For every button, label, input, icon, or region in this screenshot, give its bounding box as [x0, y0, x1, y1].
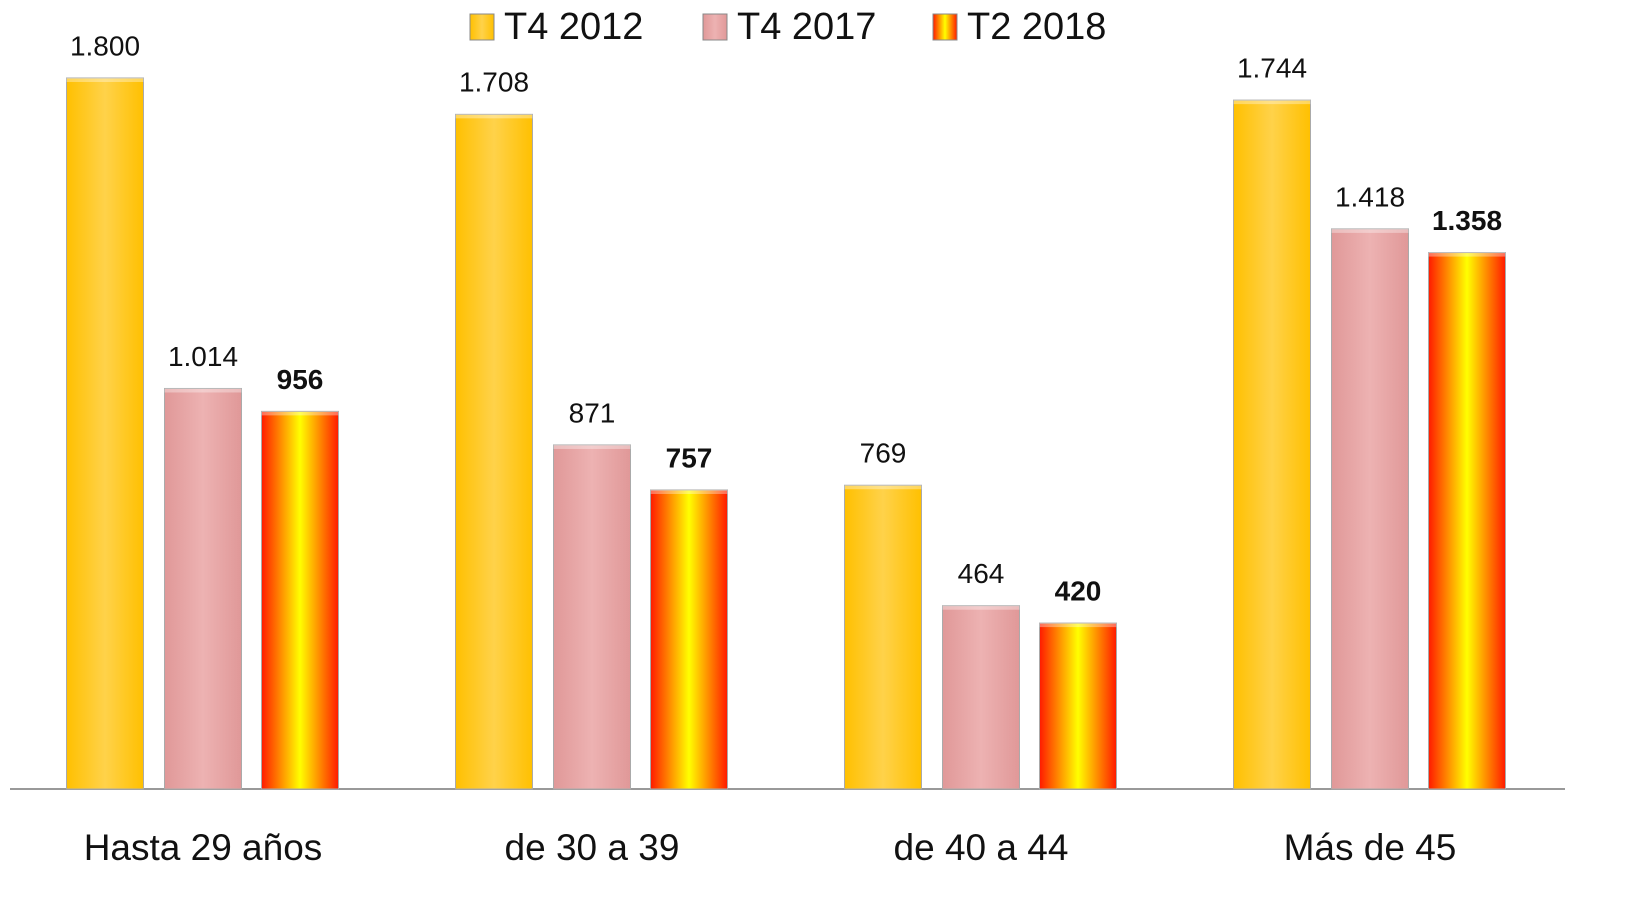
x-tick-label: de 40 a 44	[894, 827, 1069, 868]
bar	[553, 444, 631, 790]
x-tick-label: Más de 45	[1284, 827, 1457, 868]
value-label: 871	[569, 397, 616, 428]
bar-cap	[650, 489, 728, 494]
bar-cap	[1428, 252, 1506, 257]
bar	[942, 605, 1020, 790]
value-label: 1.418	[1335, 181, 1405, 212]
bar-cap	[1331, 228, 1409, 233]
legend-label: T4 2012	[504, 6, 643, 48]
bar	[261, 410, 339, 790]
bar-cap	[455, 114, 533, 119]
bar	[1233, 99, 1311, 790]
bar	[650, 489, 728, 790]
bar	[1331, 228, 1409, 790]
value-label: 420	[1055, 575, 1102, 606]
bar-cap	[1039, 623, 1117, 628]
bar-cap	[942, 605, 1020, 610]
value-label: 769	[860, 438, 907, 469]
bar	[164, 387, 242, 790]
value-label: 956	[277, 364, 324, 395]
x-tick-label: Hasta 29 años	[84, 827, 323, 868]
legend-swatch	[932, 13, 958, 41]
bar-cap	[844, 485, 922, 490]
value-label: 1.744	[1237, 53, 1307, 84]
legend-label: T2 2018	[967, 6, 1106, 48]
bar	[1428, 252, 1506, 790]
value-label: 1.014	[168, 341, 238, 372]
bar-cap	[66, 78, 144, 82]
x-tick-label: de 30 a 39	[505, 827, 680, 868]
value-label: 757	[666, 442, 713, 473]
bar-cap	[1233, 100, 1311, 105]
bar-cap	[164, 388, 242, 393]
bar	[455, 113, 533, 790]
value-label: 1.358	[1432, 205, 1502, 236]
bar	[66, 77, 144, 790]
legend-swatch	[469, 13, 495, 41]
bar	[1039, 622, 1117, 790]
value-label: 1.708	[459, 67, 529, 98]
legend-label: T4 2017	[737, 6, 876, 48]
value-label: 464	[958, 558, 1005, 589]
bar-cap	[261, 411, 339, 416]
legend-swatch	[702, 13, 728, 41]
bar-cap	[553, 444, 631, 449]
bar	[844, 484, 922, 790]
value-label: 1.800	[70, 30, 140, 61]
